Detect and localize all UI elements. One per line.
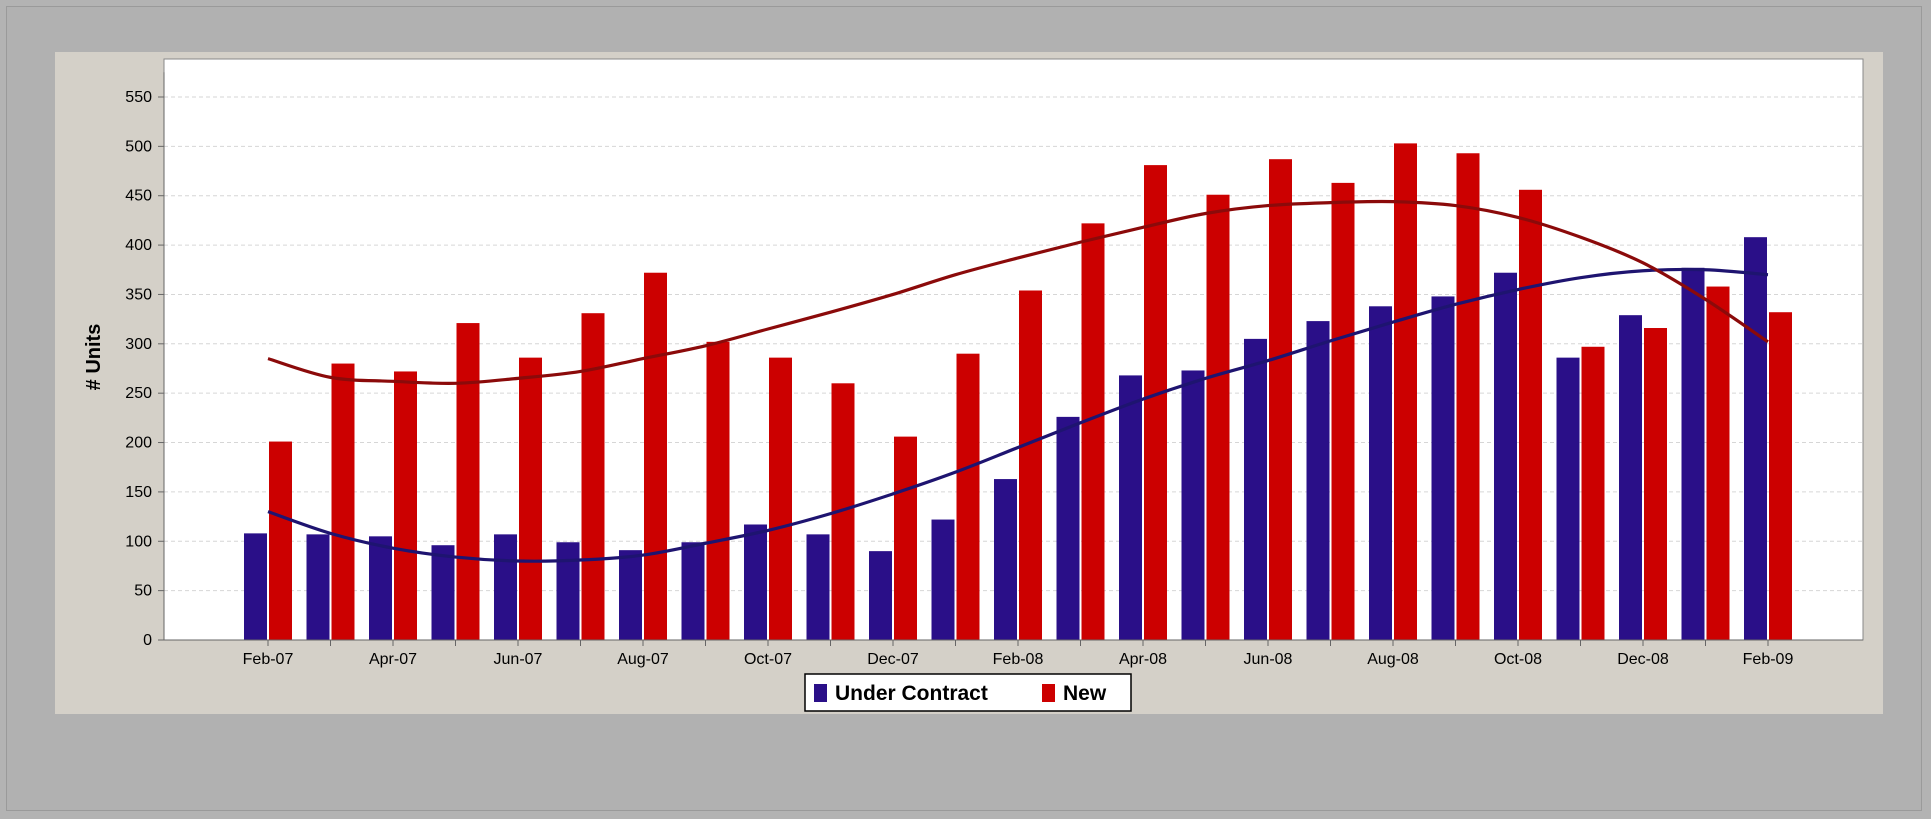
bar-new <box>956 353 980 640</box>
y-axis-label: # Units <box>83 324 105 391</box>
y-tick-label: 550 <box>125 89 152 106</box>
bar-under-contract <box>1431 296 1455 640</box>
bar-under-contract <box>1244 338 1267 640</box>
y-tick-label: 50 <box>134 583 152 600</box>
bar-new <box>894 436 917 640</box>
trendline-new <box>267 199 1769 385</box>
bar-new <box>519 357 542 640</box>
bar-under-contract <box>931 519 955 640</box>
y-tick-label: 350 <box>125 286 152 303</box>
x-tick-label: Aug-07 <box>617 651 669 668</box>
bar-under-contract <box>369 536 392 640</box>
legend-label: Under Contract <box>835 682 988 705</box>
legend-swatch <box>1042 684 1055 702</box>
bar-new <box>644 272 667 640</box>
x-tick-label: Jun-07 <box>494 651 543 668</box>
x-tick-label: Dec-08 <box>1617 651 1669 668</box>
bar-new <box>456 323 480 640</box>
bar-under-contract <box>1306 321 1330 640</box>
bar-new <box>1581 346 1605 640</box>
bar-under-contract <box>806 534 830 640</box>
legend-label: New <box>1063 682 1107 705</box>
legend-swatch <box>814 684 827 702</box>
bar-under-contract <box>1681 267 1705 640</box>
bar-new <box>1144 165 1167 640</box>
x-tick-label: Feb-07 <box>243 651 294 668</box>
legend: Under Contract New <box>804 673 1132 712</box>
bar-new <box>1769 312 1792 640</box>
bar-under-contract <box>1619 315 1642 640</box>
bar-new <box>706 341 730 640</box>
bar-under-contract <box>744 524 767 640</box>
bar-new <box>394 371 417 640</box>
bar-new <box>1394 143 1417 640</box>
trendline-under-contract <box>267 267 1769 563</box>
bar-new <box>269 441 292 640</box>
x-tick-label: Oct-08 <box>1494 651 1542 668</box>
bar-new <box>1081 223 1105 640</box>
legend-box <box>804 673 1132 712</box>
bar-new <box>1269 159 1292 640</box>
bar-under-contract <box>1369 306 1392 640</box>
bar-under-contract <box>994 479 1017 640</box>
y-tick-label: 400 <box>125 237 152 254</box>
y-tick-label: 450 <box>125 188 152 205</box>
bar-new <box>1019 290 1042 640</box>
x-tick-label: Aug-08 <box>1367 651 1419 668</box>
bar-under-contract <box>306 534 330 640</box>
bar-under-contract <box>1056 416 1080 640</box>
bar-new <box>1331 182 1355 640</box>
bar-under-contract <box>494 534 517 640</box>
y-tick-label: 300 <box>125 336 152 353</box>
y-tick-label: 250 <box>125 385 152 402</box>
x-tick-label: Oct-07 <box>744 651 792 668</box>
y-tick-label: 100 <box>125 533 152 550</box>
bar-new <box>331 363 355 640</box>
bar-new <box>1644 328 1667 640</box>
bar-under-contract <box>1494 272 1517 640</box>
bar-under-contract <box>1119 375 1142 640</box>
bar-under-contract <box>681 542 705 640</box>
bar-new <box>1519 189 1542 640</box>
bar-under-contract <box>1744 237 1767 641</box>
bar-new <box>1206 194 1230 640</box>
x-tick-label: Jun-08 <box>1244 651 1293 668</box>
y-tick-label: 150 <box>125 484 152 501</box>
bar-under-contract <box>619 550 642 640</box>
bar-under-contract <box>244 533 267 640</box>
x-tick-label: Dec-07 <box>867 651 919 668</box>
y-tick-label: 200 <box>125 435 152 452</box>
y-tick-label: 0 <box>143 632 152 649</box>
bar-under-contract <box>556 542 580 640</box>
bar-new <box>831 383 855 640</box>
x-tick-label: Feb-08 <box>993 651 1044 668</box>
bar-under-contract <box>431 545 455 640</box>
y-tick-label: 500 <box>125 138 152 155</box>
x-tick-label: Apr-07 <box>369 651 417 668</box>
bar-under-contract <box>1556 357 1580 640</box>
bar-new <box>769 357 792 640</box>
bar-new <box>581 313 605 640</box>
bar-under-contract <box>869 551 892 640</box>
bar-new <box>1706 286 1730 640</box>
x-tick-label: Apr-08 <box>1119 651 1167 668</box>
bar-new <box>1456 153 1480 640</box>
bar-under-contract <box>1181 370 1205 640</box>
x-tick-label: Feb-09 <box>1743 651 1794 668</box>
